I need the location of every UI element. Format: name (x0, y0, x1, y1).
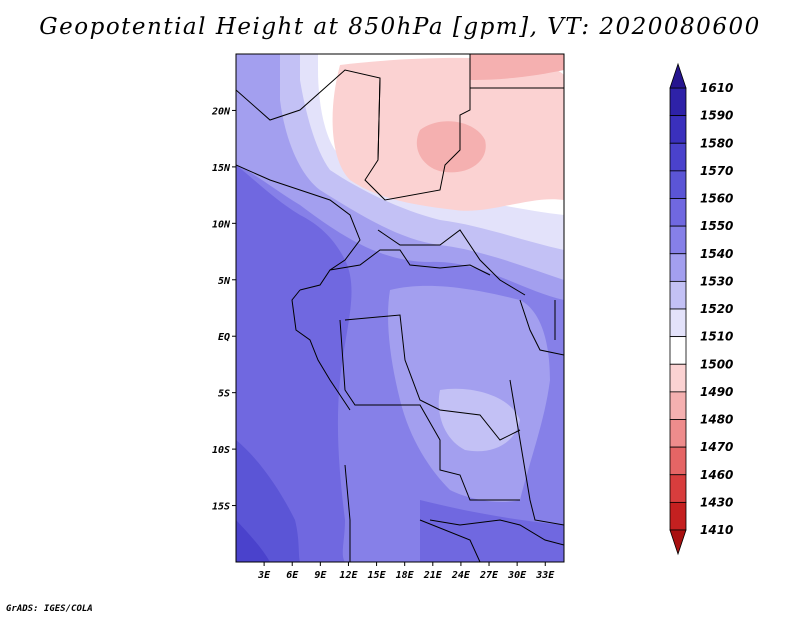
colorbar-label: 1530 (700, 274, 733, 288)
colorbar-label: 1580 (700, 136, 733, 150)
colorbar-bottom-arrow (669, 529, 687, 556)
colorbar-label: 1540 (700, 247, 733, 261)
lon-tick-label: 27E (479, 570, 499, 581)
colorbar-label: 1590 (700, 109, 733, 123)
lat-tick-label: 15N (212, 163, 231, 174)
colorbar-bin (669, 142, 687, 172)
colorbar-label: 1500 (700, 357, 733, 371)
colorbar-label: 1550 (700, 219, 733, 233)
colorbar-bin (669, 391, 687, 420)
map-frame (235, 53, 565, 563)
colorbar-bin (669, 87, 687, 117)
colorbar-bin (669, 336, 687, 365)
colorbar-label: 1560 (700, 192, 733, 206)
lon-tick-label: 24E (451, 570, 471, 581)
colorbar-label: 1520 (700, 302, 733, 316)
colorbar-bin (669, 308, 687, 338)
colorbar-label: 1510 (700, 330, 733, 344)
longitude-ticks: 3E 6E 9E 12E 15E 18E 21E 24E 27E 30E 33E (257, 562, 555, 581)
colorbar-bin (669, 198, 687, 227)
colorbar-bin (669, 225, 687, 255)
lat-tick-label: 5S (218, 389, 230, 400)
colorbar-bin (669, 363, 687, 393)
colorbar-top-arrow (669, 62, 687, 89)
colorbar-label: 1480 (700, 413, 733, 427)
lon-tick-label: 12E (339, 570, 358, 581)
colorbar-label: 1460 (700, 468, 733, 482)
colorbar-label: 1490 (700, 385, 733, 399)
colorbar-bin (669, 280, 687, 310)
lat-tick-label: 15S (212, 502, 230, 513)
lon-tick-label: 21E (423, 570, 443, 581)
latitude-ticks: 20N 15N 10N 5N EQ 5S 10S 15S (211, 106, 236, 513)
colorbar: 1610 1590 1580 1570 1560 1550 1540 1530 1520 1510… (669, 62, 733, 556)
lon-tick-label: 30E (507, 570, 527, 581)
lon-tick-label: 15E (368, 570, 387, 581)
colorbar-bin (669, 115, 687, 144)
colorbar-label: 1570 (700, 164, 733, 178)
colorbar-bin (669, 419, 687, 448)
colorbar-bin (669, 170, 687, 199)
lat-tick-label: 20N (211, 106, 231, 117)
colorbar-label: 1430 (700, 495, 733, 509)
lat-tick-label: 5N (218, 276, 231, 287)
map-title: Geopotential Height at 850hPa [gpm], VT:… (39, 14, 761, 40)
geopotential-field (236, 54, 564, 562)
colorbar-label: 1610 (700, 81, 733, 95)
colorbar-label: 1410 (700, 523, 733, 537)
country-borders (236, 54, 564, 562)
lat-tick-label: 10N (212, 219, 231, 230)
lon-tick-label: 9E (314, 570, 327, 581)
lat-tick-label: 10S (212, 445, 230, 456)
lon-tick-label: 6E (286, 570, 299, 581)
lon-tick-label: 18E (396, 570, 415, 581)
colorbar-bin (669, 253, 687, 282)
colorbar-bin (669, 474, 687, 503)
colorbar-bin (669, 501, 687, 531)
lon-tick-label: 33E (535, 570, 555, 581)
colorbar-label: 1470 (700, 440, 733, 454)
colorbar-bin (669, 446, 687, 476)
lat-tick-label: EQ (218, 332, 230, 343)
grads-credit: GrADS: IGES/COLA (6, 604, 93, 614)
lon-tick-label: 3E (257, 570, 271, 581)
